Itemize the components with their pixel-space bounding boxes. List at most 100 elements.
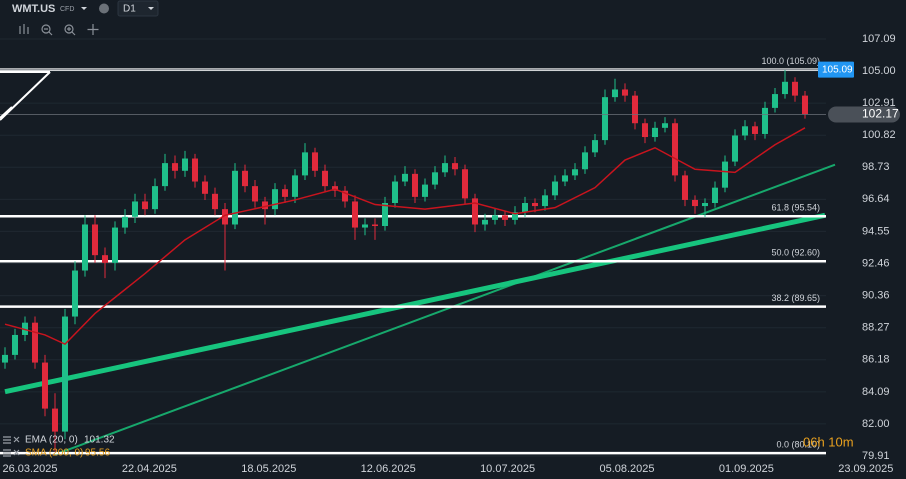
candle-body: [782, 81, 788, 95]
y-tick-label: 107.09: [862, 33, 896, 45]
candle-body: [52, 408, 58, 432]
plot-area: 100.0 (105.09) 61.8 (95.54) 50.0 (92.60) 38…: [0, 38, 836, 457]
candle-body: [752, 126, 758, 134]
candle-body: [342, 190, 348, 202]
price-badge-label: 102.17: [862, 107, 899, 121]
y-tick-label: 88.27: [862, 322, 890, 334]
ema-line: [4, 127, 806, 346]
candle-body: [792, 81, 798, 96]
dropdown-arrow: [148, 7, 154, 10]
zoom-in[interactable]: [64, 24, 74, 34]
candle-body: [92, 224, 98, 256]
indicator-tool[interactable]: [19, 24, 29, 34]
y-tick-label: 102.91: [862, 97, 896, 109]
candle-body: [42, 362, 48, 409]
candle-body: [542, 195, 548, 207]
candle-body: [652, 127, 658, 138]
y-tick-label: 105.00: [862, 65, 896, 77]
candle-body: [122, 216, 128, 228]
candle-body: [312, 152, 318, 171]
candle-body: [492, 215, 498, 220]
price-badge-label: 105.09: [822, 64, 853, 75]
candle-body: [592, 140, 598, 153]
y-tick-label: 90.36: [862, 290, 890, 302]
candle-body: [152, 186, 158, 210]
move-tool[interactable]: [87, 24, 99, 35]
candle-body: [372, 224, 378, 227]
candle-body: [392, 181, 398, 204]
candle-body: [2, 354, 8, 363]
y-tick-label: 98.73: [862, 161, 890, 173]
legend-name: SMA (200, 0): [25, 448, 83, 459]
x-tick-label: 26.03.2025: [2, 463, 57, 475]
y-tick-label: 82.00: [862, 418, 890, 430]
instrument: CFD: [60, 6, 74, 13]
candle-body: [662, 123, 668, 128]
candle-body: [142, 201, 148, 210]
candle-body: [722, 161, 728, 188]
candle-body: [622, 89, 628, 96]
y-tick-label: 79.91: [862, 450, 890, 462]
candle-body: [462, 169, 468, 199]
fib-diagonal: [0, 71, 51, 121]
candle-body: [162, 163, 168, 187]
candle-body: [172, 163, 178, 171]
x-tick-label: 23.09.2025: [838, 463, 893, 475]
candle-body: [512, 212, 518, 220]
y-tick-label: 96.64: [862, 193, 890, 205]
fib-label: 50.0 (92.60): [771, 248, 820, 258]
legend-icons: [3, 436, 20, 457]
legend-value: 95.56: [85, 448, 110, 459]
y-tick-label: 92.46: [862, 257, 890, 269]
price-badge: [818, 61, 854, 78]
candle-body: [682, 175, 688, 200]
dropdown-arrow[interactable]: [81, 7, 87, 10]
candle-body: [572, 169, 578, 176]
fib-label: 61.8 (95.54): [771, 203, 820, 213]
candle-body: [732, 135, 738, 162]
timeframe: D1: [123, 4, 136, 15]
countdown: 06h 10m: [803, 434, 854, 449]
candle-body: [672, 123, 678, 176]
candle-body: [382, 203, 388, 227]
candle-body: [452, 163, 458, 170]
candle-body: [302, 152, 308, 176]
candle-body: [272, 189, 278, 210]
candle-body: [102, 255, 108, 263]
legend-name: EMA (20, 0): [25, 435, 78, 446]
candle-body: [252, 186, 258, 202]
zoom-out[interactable]: [41, 24, 51, 34]
candle-body: [112, 227, 118, 263]
candle-body: [632, 95, 638, 124]
x-tick-label: 10.07.2025: [480, 463, 535, 475]
y-tick-label: 100.82: [862, 129, 896, 141]
candle-body: [502, 215, 508, 220]
candle-body: [582, 152, 588, 170]
candle-body: [692, 199, 698, 207]
symbol[interactable]: WMT.US: [12, 3, 55, 15]
candle-body: [432, 172, 438, 185]
candle-body: [132, 201, 138, 217]
fib-label: 38.2 (89.65): [771, 293, 820, 303]
candle-body: [32, 322, 38, 363]
candle-body: [192, 158, 198, 182]
fib-label: 100.0 (105.09): [761, 56, 820, 66]
candle-body: [182, 158, 188, 171]
candle-body: [322, 170, 328, 187]
candle-body: [82, 224, 88, 271]
candle-body: [62, 316, 68, 432]
candle-body: [282, 189, 288, 197]
candle-body: [552, 181, 558, 196]
candle-body: [772, 94, 778, 108]
candle-body: [742, 126, 748, 136]
timeframe-select[interactable]: [117, 0, 159, 17]
candle-body: [522, 203, 528, 213]
candle-body: [292, 175, 298, 197]
candle-body: [242, 170, 248, 187]
candle-body: [262, 201, 268, 210]
x-tick-label: 22.04.2025: [122, 463, 177, 475]
info-icon[interactable]: [99, 3, 109, 14]
x-tick-label: 12.06.2025: [361, 463, 416, 475]
legend-value: 101.32: [84, 435, 115, 446]
